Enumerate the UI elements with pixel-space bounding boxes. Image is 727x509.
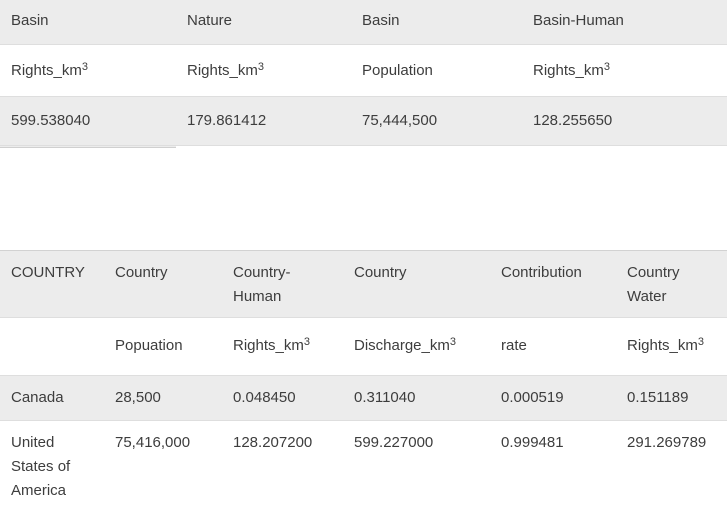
country-header-row: COUNTRY Country Country-Human Country Co…	[0, 250, 727, 318]
header-cell: Nature	[176, 0, 351, 45]
country-subheader-row: Popuation Rights_km3 Discharge_km3 rate …	[0, 317, 727, 376]
index-cell: Canada	[0, 375, 104, 421]
superscript: 3	[257, 60, 264, 73]
value-cell: 128.255650	[522, 96, 727, 146]
subheader-cell: Rights_km3	[222, 317, 343, 376]
country-table: COUNTRY Country Country-Human Country Co…	[0, 249, 727, 509]
superscript: 3	[697, 335, 704, 348]
value-cell: 0.000519	[490, 375, 616, 421]
subheader-cell: Population	[351, 44, 522, 97]
value-cell: 0.311040	[343, 375, 490, 421]
header-cell: Country-Human	[222, 250, 343, 318]
value-cell: 0.999481	[490, 420, 616, 509]
subheader-label: Rights_km	[11, 61, 82, 79]
table-row-usa: United States of America 75,416,000 128.…	[0, 420, 727, 509]
header-cell: Basin	[0, 0, 176, 45]
superscript: 3	[449, 335, 456, 348]
value-cell: 291.269789	[616, 420, 727, 509]
value-cell: 28,500	[104, 375, 222, 421]
basin-subheader-row: Rights_km3 Rights_km3 Population Rights_…	[0, 44, 727, 97]
header-cell: Contribution	[490, 250, 616, 318]
basin-value-row: 599.538040 179.861412 75,444,500 128.255…	[0, 96, 727, 146]
index-cell: United States of America	[0, 420, 104, 509]
value-cell: 128.207200	[222, 420, 343, 509]
header-cell: Country	[343, 250, 490, 318]
subheader-label: Discharge_km	[354, 336, 450, 354]
subheader-cell: Rights_km3	[176, 44, 351, 97]
value-cell: 599.538040	[0, 96, 176, 146]
subheader-label: Rights_km	[187, 61, 258, 79]
subheader-cell	[0, 317, 104, 376]
subheader-label: Rights_km	[233, 336, 304, 354]
subheader-cell: Rights_km3	[522, 44, 727, 97]
subheader-cell: Rights_km3	[616, 317, 727, 376]
value-cell: 75,444,500	[351, 96, 522, 146]
superscript: 3	[303, 335, 310, 348]
header-cell: Country	[104, 250, 222, 318]
basin-summary-table: Basin Nature Basin Basin-Human Rights_km…	[0, 0, 727, 146]
header-cell: Basin-Human	[522, 0, 727, 45]
value-cell: 75,416,000	[104, 420, 222, 509]
superscript: 3	[81, 60, 88, 73]
value-cell: 179.861412	[176, 96, 351, 146]
value-cell: 0.151189	[616, 375, 727, 421]
cutoff-row-remnant	[0, 145, 176, 148]
header-cell: Basin	[351, 0, 522, 45]
table-row-canada: Canada 28,500 0.048450 0.311040 0.000519…	[0, 375, 727, 421]
subheader-label: Rights_km	[627, 336, 698, 354]
value-cell: 0.048450	[222, 375, 343, 421]
subheader-cell: Popuation	[104, 317, 222, 376]
subheader-label: Rights_km	[533, 61, 604, 79]
subheader-cell: Rights_km3	[0, 44, 176, 97]
subheader-cell: rate	[490, 317, 616, 376]
index-header-cell: COUNTRY	[0, 250, 104, 318]
header-cell: Country Water	[616, 250, 727, 318]
subheader-label: Popuation	[115, 336, 183, 354]
subheader-label: Population	[362, 61, 433, 79]
subheader-cell: Discharge_km3	[343, 317, 490, 376]
superscript: 3	[603, 60, 610, 73]
basin-header-row: Basin Nature Basin Basin-Human	[0, 0, 727, 45]
subheader-label: rate	[501, 336, 527, 354]
value-cell: 599.227000	[343, 420, 490, 509]
